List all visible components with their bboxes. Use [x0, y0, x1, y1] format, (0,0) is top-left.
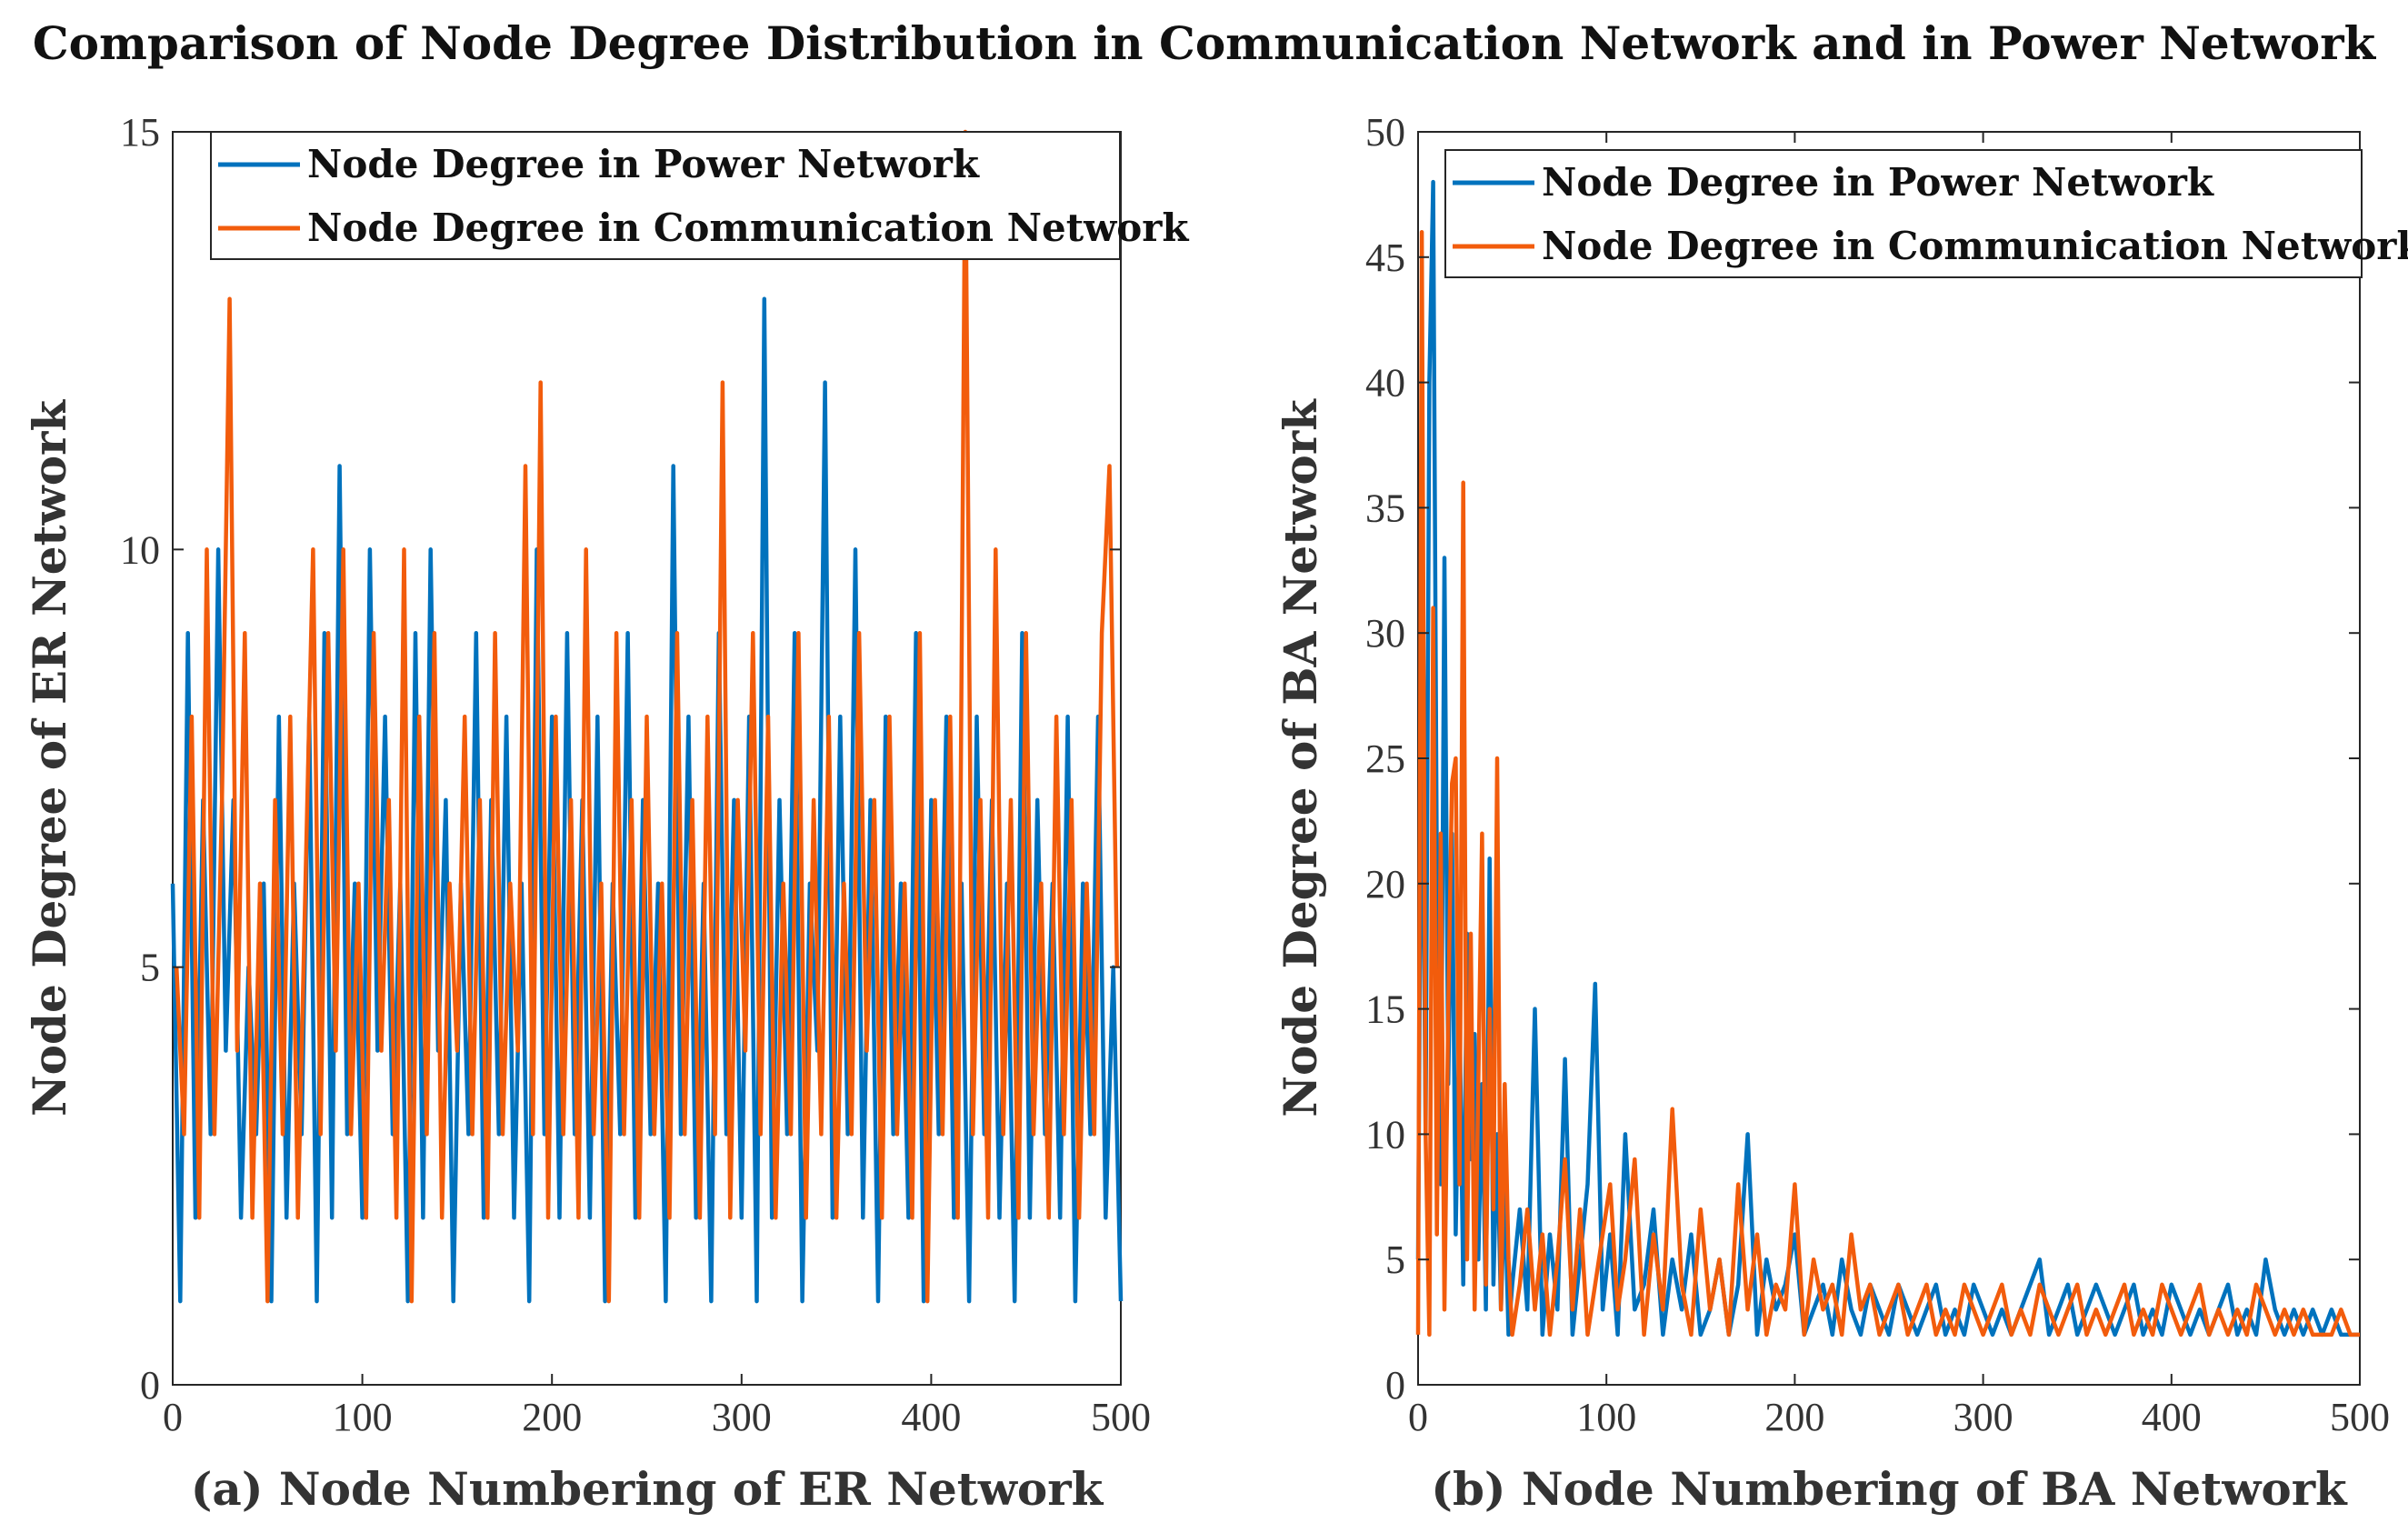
- y-axis-label-b: Node Degree of BA Network: [1274, 398, 1327, 1117]
- x-tick-label: 200: [1764, 1395, 1824, 1439]
- x-tick-label: 400: [901, 1395, 961, 1439]
- x-tick-label: 100: [1576, 1395, 1636, 1439]
- y-axis-label-a: Node Degree of ER Network: [23, 399, 76, 1117]
- y-tick-label: 0: [140, 1363, 160, 1408]
- x-tick-label: 200: [522, 1395, 582, 1439]
- legend-label-power: Node Degree in Power Network: [1542, 160, 2214, 205]
- y-tick-label: 50: [1365, 110, 1405, 155]
- legend-label-communication: Node Degree in Communication Network: [307, 205, 1189, 250]
- y-tick-label: 25: [1365, 736, 1405, 781]
- x-axis-label-a: (a) Node Numbering of ER Network: [191, 1462, 1104, 1516]
- series-line-b-communication: [1415, 229, 2360, 1338]
- y-tick-label: 5: [1385, 1237, 1405, 1282]
- y-tick-label: 5: [140, 946, 160, 990]
- y-tick-label: 40: [1365, 361, 1405, 406]
- y-tick-label: 0: [1385, 1363, 1405, 1408]
- legend-label-power: Node Degree in Power Network: [307, 142, 980, 186]
- panel-a-er-network: 0 100 200 300 400 500 0 5 10 15 (a) Node Numbering…: [23, 110, 1189, 1516]
- figure-title: Comparison of Node Degree Distribution i…: [32, 16, 2376, 70]
- x-tick-label: 500: [2330, 1395, 2390, 1439]
- y-tick-label: 10: [1365, 1112, 1405, 1157]
- y-tick-label: 10: [120, 527, 160, 572]
- legend-label-communication: Node Degree in Communication Network: [1542, 224, 2408, 268]
- x-tick-label: 100: [333, 1395, 393, 1439]
- y-tick-label: 15: [1365, 987, 1405, 1032]
- y-tick-label: 35: [1365, 486, 1405, 530]
- x-axis-label-b: (b) Node Numbering of BA Network: [1431, 1462, 2348, 1516]
- y-tick-label: 45: [1365, 235, 1405, 280]
- series-line-a-communication: [174, 129, 1120, 1304]
- series-line-a-power: [170, 296, 1124, 1304]
- x-tick-label: 400: [2142, 1395, 2202, 1439]
- y-tick-label: 20: [1365, 862, 1405, 907]
- x-tick-label: 0: [163, 1395, 183, 1439]
- x-tick-label: 300: [712, 1395, 772, 1439]
- legend-box-a: [210, 131, 1121, 260]
- panel-b-ba-network: 0 100 200 300 400 500 0 5 10 15 20 25 30 35 40 45 50 (b) …: [1274, 110, 2408, 1516]
- x-tick-label: 0: [1408, 1395, 1428, 1439]
- y-tick-label: 15: [120, 110, 160, 155]
- legend-box-b: [1444, 149, 2363, 278]
- plot-area-b: [1417, 131, 2361, 1386]
- x-tick-label: 500: [1091, 1395, 1151, 1439]
- y-tick-label: 30: [1365, 611, 1405, 656]
- x-tick-label: 300: [1953, 1395, 2013, 1439]
